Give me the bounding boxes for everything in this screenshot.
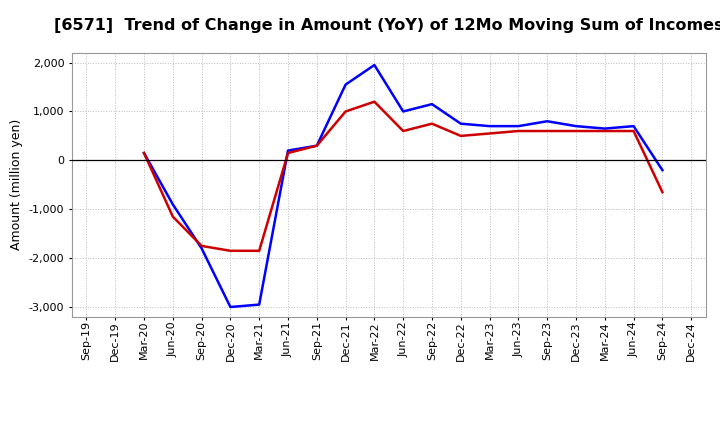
Net Income xyxy=(543,128,552,134)
Net Income xyxy=(456,133,465,139)
Ordinary Income xyxy=(543,119,552,124)
Ordinary Income xyxy=(629,124,638,129)
Ordinary Income xyxy=(456,121,465,126)
Ordinary Income xyxy=(140,150,148,156)
Line: Ordinary Income: Ordinary Income xyxy=(144,65,662,307)
Line: Net Income: Net Income xyxy=(144,102,662,251)
Net Income xyxy=(399,128,408,134)
Net Income xyxy=(341,109,350,114)
Ordinary Income xyxy=(428,102,436,107)
Ordinary Income xyxy=(399,109,408,114)
Net Income xyxy=(485,131,494,136)
Net Income xyxy=(226,248,235,253)
Net Income xyxy=(370,99,379,104)
Ordinary Income xyxy=(255,302,264,307)
Ordinary Income xyxy=(341,82,350,87)
Ordinary Income xyxy=(197,246,206,251)
Ordinary Income xyxy=(485,124,494,129)
Ordinary Income xyxy=(600,126,609,131)
Net Income xyxy=(629,128,638,134)
Y-axis label: Amount (million yen): Amount (million yen) xyxy=(10,119,23,250)
Net Income xyxy=(284,150,292,156)
Ordinary Income xyxy=(514,124,523,129)
Ordinary Income xyxy=(226,304,235,310)
Net Income xyxy=(140,150,148,156)
Net Income xyxy=(658,190,667,195)
Net Income xyxy=(255,248,264,253)
Net Income xyxy=(197,243,206,249)
Ordinary Income xyxy=(312,143,321,148)
Net Income xyxy=(168,214,177,219)
Ordinary Income xyxy=(658,168,667,173)
Ordinary Income xyxy=(284,148,292,153)
Net Income xyxy=(572,128,580,134)
Text: [6571]  Trend of Change in Amount (YoY) of 12Mo Moving Sum of Incomes: [6571] Trend of Change in Amount (YoY) o… xyxy=(54,18,720,33)
Ordinary Income xyxy=(370,62,379,68)
Ordinary Income xyxy=(168,202,177,207)
Net Income xyxy=(600,128,609,134)
Net Income xyxy=(428,121,436,126)
Net Income xyxy=(312,143,321,148)
Net Income xyxy=(514,128,523,134)
Ordinary Income xyxy=(572,124,580,129)
